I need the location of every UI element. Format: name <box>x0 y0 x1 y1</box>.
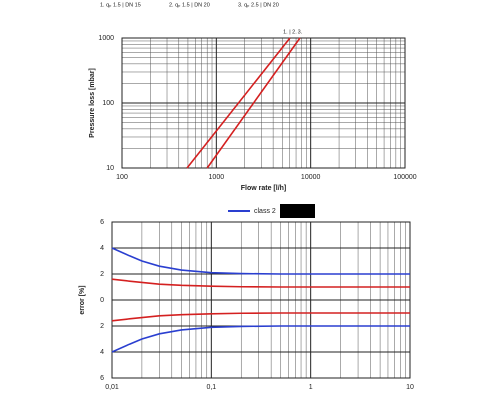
y-tick-label: 2 <box>100 271 104 278</box>
series-line <box>111 325 410 353</box>
y-tick-label: 4 <box>100 349 104 356</box>
annotation: 1. | 2. <box>283 29 297 35</box>
y-axis-label: error [%] <box>79 285 86 314</box>
x-tick-label: 0,1 <box>206 384 216 391</box>
plot-frame <box>121 37 406 169</box>
y-tick-label: 6 <box>100 219 104 226</box>
x-tick-label: 1000 <box>209 174 225 181</box>
plot-frame <box>111 221 411 379</box>
x-tick-label: 0,01 <box>105 384 119 391</box>
y-tick-label: 0 <box>100 297 104 304</box>
y-tick-label: 1000 <box>98 35 114 42</box>
y-tick-label: 10 <box>106 165 114 172</box>
annotation: 3. <box>298 29 303 35</box>
y-tick-label: 2 <box>100 323 104 330</box>
series-line <box>111 278 410 288</box>
y-axis-label: Pressure loss [mbar] <box>89 68 96 138</box>
series-line <box>206 37 301 169</box>
x-tick-label: 100 <box>116 174 128 181</box>
series-line <box>111 247 410 275</box>
redacted-legend <box>280 204 315 218</box>
legend-label: 2. qₚ 1.5 | DN 20 <box>169 2 210 8</box>
x-tick-label: 10 <box>406 384 414 391</box>
legend-label: 1. qₚ 1.5 | DN 15 <box>100 2 141 8</box>
series-line <box>111 312 410 322</box>
y-tick-label: 4 <box>100 245 104 252</box>
x-tick-label: 100000 <box>393 174 416 181</box>
x-axis-label: Flow rate [l/h] <box>241 185 287 192</box>
x-tick-label: 10000 <box>301 174 321 181</box>
y-tick-label: 100 <box>102 100 114 107</box>
series-line <box>186 37 291 169</box>
x-tick-label: 1 <box>309 384 313 391</box>
legend-label: 3. qₚ 2.5 | DN 20 <box>238 2 279 8</box>
y-tick-label: 6 <box>100 375 104 382</box>
legend-label: class 2 <box>254 208 276 215</box>
